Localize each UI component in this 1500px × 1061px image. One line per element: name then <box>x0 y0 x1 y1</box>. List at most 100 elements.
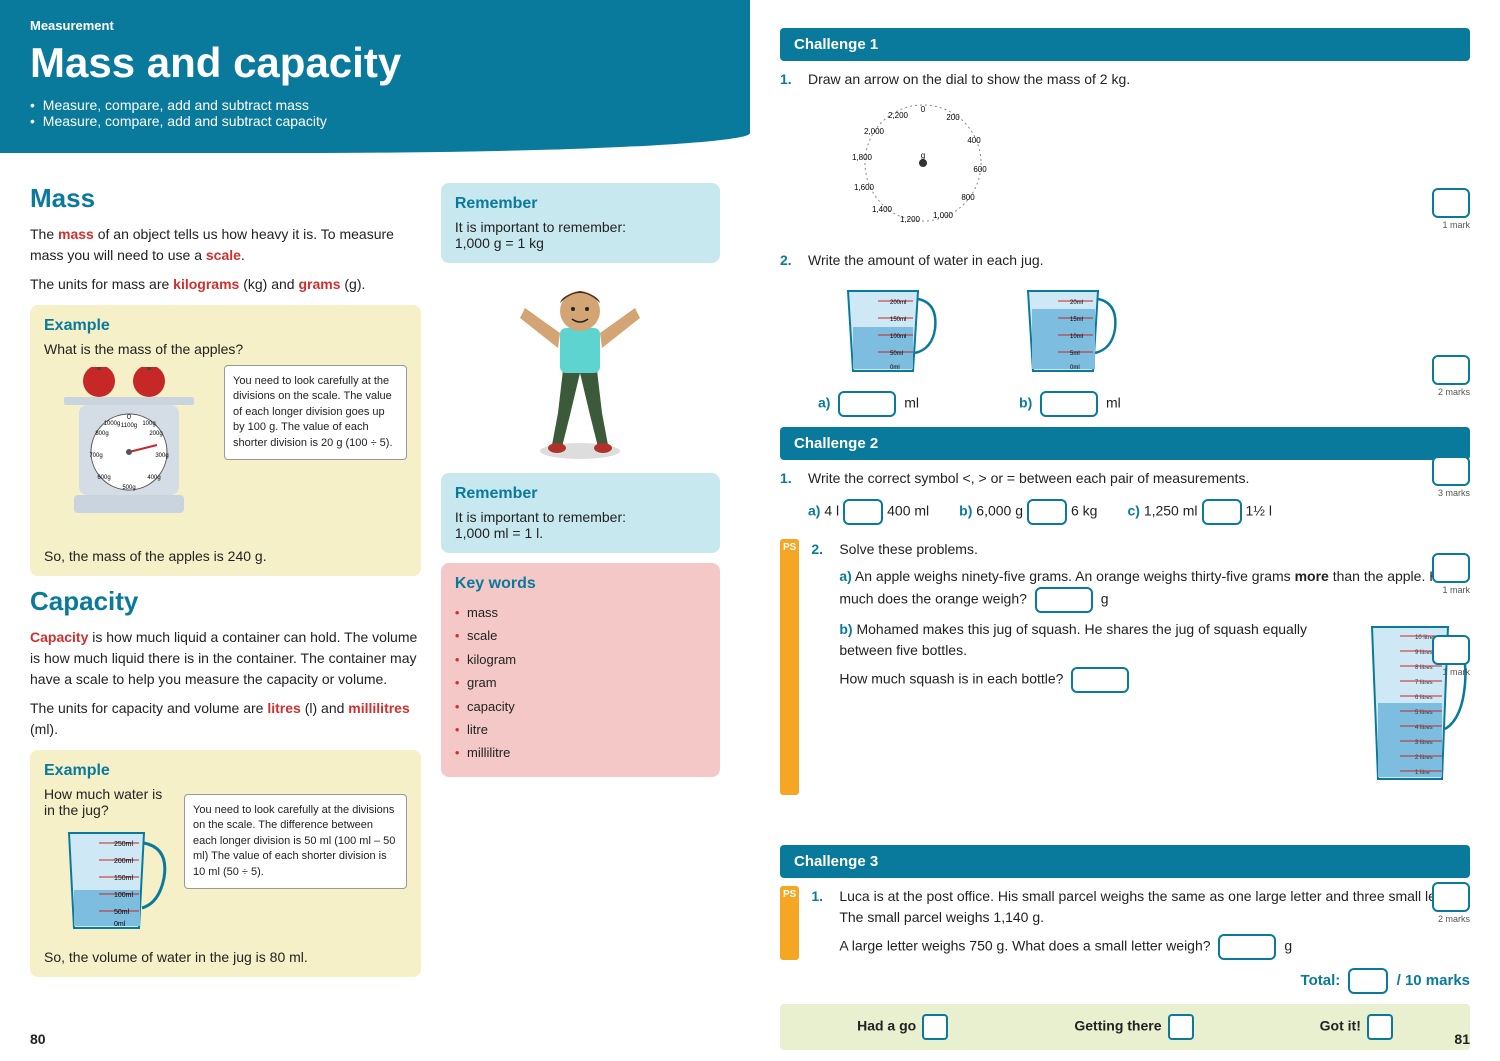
answer-input[interactable] <box>838 391 896 417</box>
svg-text:100ml: 100ml <box>890 334 906 340</box>
svg-text:1100g: 1100g <box>121 423 137 429</box>
mass-heading: Mass <box>30 183 421 214</box>
answer-b: b) ml <box>1019 391 1121 417</box>
svg-text:0ml: 0ml <box>1070 365 1080 371</box>
dial-illustration: 0 200 400 600 800 1,000 1,200 1,400 1,60… <box>838 98 1470 234</box>
mark-box[interactable] <box>1432 882 1470 912</box>
svg-text:0: 0 <box>921 105 926 114</box>
svg-text:200ml: 200ml <box>114 858 134 865</box>
mass-tip: You need to look carefully at the divisi… <box>224 365 407 460</box>
answer-input[interactable] <box>1027 499 1067 525</box>
example-question: How much water is in the jug? <box>44 786 174 818</box>
keyword-item: gram <box>455 671 706 694</box>
question: 2. Write the amount of water in each jug… <box>780 250 1470 417</box>
capacity-heading: Capacity <box>30 586 421 617</box>
total-line: Total: / 10 marks <box>780 968 1470 994</box>
challenge-1-header: Challenge 1 <box>780 28 1470 61</box>
scale-illustration: 0 200g 300g 400g 500g 600g 700g 800g 100… <box>44 367 214 530</box>
total-input[interactable] <box>1348 968 1388 994</box>
challenge-3-header: Challenge 3 <box>780 845 1470 878</box>
had-a-go-checkbox[interactable] <box>922 1014 948 1040</box>
capacity-units: The units for capacity and volume are li… <box>30 698 421 740</box>
svg-text:150ml: 150ml <box>890 317 906 323</box>
svg-text:200g: 200g <box>149 431 162 437</box>
question: PS 2. Solve these problems. a) An apple … <box>780 539 1470 795</box>
svg-text:5ml: 5ml <box>1070 351 1080 357</box>
page-number: 80 <box>30 1031 46 1047</box>
svg-text:1000g: 1000g <box>104 421 121 427</box>
svg-text:g: g <box>921 151 925 160</box>
jug-b: 20ml 15ml 10ml 5ml 0ml <box>1008 281 1128 381</box>
child-illustration <box>510 273 650 463</box>
keyword-item: scale <box>455 624 706 647</box>
mark-box[interactable] <box>1432 635 1470 665</box>
svg-text:200: 200 <box>946 113 960 122</box>
answer-input[interactable] <box>1071 667 1129 693</box>
example-question: What is the mass of the apples? <box>44 341 407 357</box>
svg-text:15ml: 15ml <box>1070 317 1083 323</box>
svg-text:0: 0 <box>127 414 131 421</box>
ps-badge: PS <box>780 539 799 795</box>
svg-text:200ml: 200ml <box>890 300 906 306</box>
svg-text:400: 400 <box>967 136 981 145</box>
objective-item: Measure, compare, add and subtract capac… <box>30 113 720 129</box>
svg-text:2,200: 2,200 <box>888 111 909 120</box>
svg-text:2,000: 2,000 <box>864 127 885 136</box>
svg-text:0ml: 0ml <box>890 365 900 371</box>
jug-illustration: 250ml 200ml 150ml 100ml 50ml 0ml <box>44 818 174 938</box>
mark-box[interactable] <box>1432 188 1470 218</box>
getting-there-checkbox[interactable] <box>1168 1014 1194 1040</box>
capacity-text: Capacity is how much liquid a container … <box>30 627 421 690</box>
keyword-item: capacity <box>455 695 706 718</box>
svg-text:150ml: 150ml <box>114 875 134 882</box>
page-title: Mass and capacity <box>30 39 720 87</box>
mark-box[interactable] <box>1432 553 1470 583</box>
example-heading: Example <box>44 762 407 780</box>
mass-text: The mass of an object tells us how heavy… <box>30 224 421 266</box>
challenge-2-header: Challenge 2 <box>780 427 1470 460</box>
keyword-item: mass <box>455 601 706 624</box>
example-answer: So, the mass of the apples is 240 g. <box>44 548 407 564</box>
svg-text:1,600: 1,600 <box>854 183 875 192</box>
svg-text:50ml: 50ml <box>114 909 130 916</box>
svg-text:1,000: 1,000 <box>933 211 954 220</box>
mark-box[interactable] <box>1432 355 1470 385</box>
remember-capacity: Remember It is important to remember: 1,… <box>441 473 720 553</box>
svg-text:1,200: 1,200 <box>900 215 921 224</box>
answer-input[interactable] <box>1218 934 1276 960</box>
keyword-item: millilitre <box>455 741 706 764</box>
svg-text:20ml: 20ml <box>1070 300 1083 306</box>
answer-input[interactable] <box>1040 391 1098 417</box>
svg-text:0ml: 0ml <box>114 921 126 928</box>
objective-item: Measure, compare, add and subtract mass <box>30 97 720 113</box>
mark-box[interactable] <box>1432 456 1470 486</box>
svg-text:250ml: 250ml <box>114 841 134 848</box>
example-heading: Example <box>44 317 407 335</box>
remember-mass: Remember It is important to remember: 1,… <box>441 183 720 263</box>
answer-input[interactable] <box>1202 499 1242 525</box>
svg-text:100ml: 100ml <box>114 892 134 899</box>
answer-input[interactable] <box>1035 587 1093 613</box>
question: 1. Draw an arrow on the dial to show the… <box>780 69 1470 242</box>
svg-text:400g: 400g <box>147 475 160 481</box>
self-assessment: Had a go Getting there Got it! <box>780 1004 1470 1050</box>
svg-text:600: 600 <box>973 165 987 174</box>
svg-text:10ml: 10ml <box>1070 334 1083 340</box>
svg-text:100g: 100g <box>142 421 155 427</box>
got-it-checkbox[interactable] <box>1367 1014 1393 1040</box>
mass-example: Example What is the mass of the apples? … <box>30 305 421 576</box>
keywords: Key words mass scale kilogram gram capac… <box>441 563 720 777</box>
jug-a: 200ml 150ml 100ml 50ml 0ml <box>828 281 948 381</box>
example-answer: So, the volume of water in the jug is 80… <box>44 949 407 965</box>
page-header: Measurement Mass and capacity Measure, c… <box>0 0 750 153</box>
question: 1. Write the correct symbol <, > or = be… <box>780 468 1470 531</box>
svg-text:700g: 700g <box>89 453 102 459</box>
svg-text:800: 800 <box>961 193 975 202</box>
svg-text:1,400: 1,400 <box>872 205 893 214</box>
mass-units: The units for mass are kilograms (kg) an… <box>30 274 421 295</box>
chapter-label: Measurement <box>30 18 720 33</box>
answer-input[interactable] <box>843 499 883 525</box>
keyword-item: kilogram <box>455 648 706 671</box>
svg-text:300g: 300g <box>155 453 168 459</box>
answer-a: a) ml <box>818 391 919 417</box>
